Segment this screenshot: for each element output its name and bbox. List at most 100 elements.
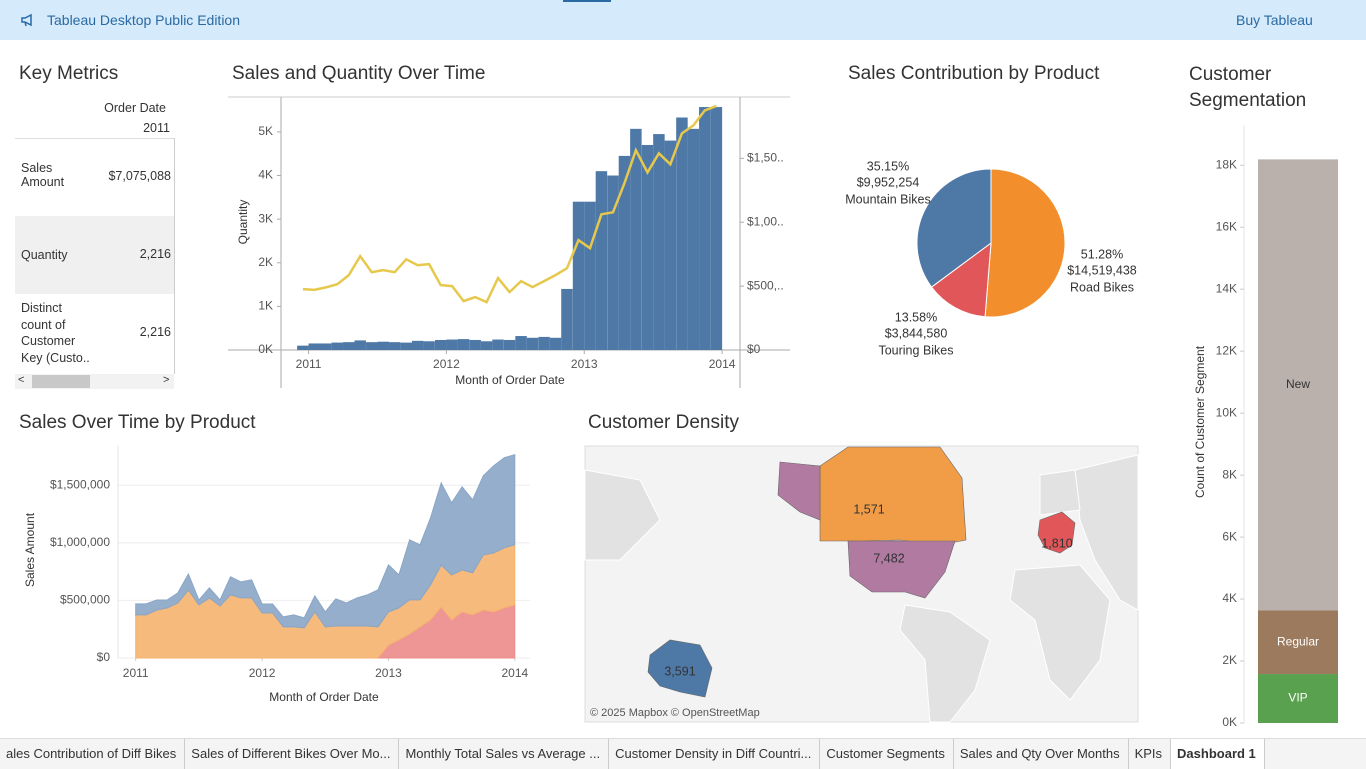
chart-title: Sales Over Time by Product xyxy=(19,412,256,433)
y-tick-label: 10K xyxy=(1216,405,1237,419)
y-axis-title: Quantity xyxy=(236,200,250,245)
quantity-bar xyxy=(480,341,493,350)
x-axis-title: Month of Order Date xyxy=(269,690,379,704)
quantity-bar xyxy=(297,345,309,350)
chart-title: Sales and Quantity Over Time xyxy=(232,63,485,84)
scrollbar[interactable]: < > xyxy=(15,374,174,389)
sheet-tab[interactable]: Sales of Different Bikes Over Mo... xyxy=(185,739,400,769)
y-tick-label: 6K xyxy=(1222,529,1237,543)
slice-sales: $3,844,580 xyxy=(885,326,948,340)
slice-percent: 35.15% xyxy=(867,159,909,173)
x-tick-label: 2012 xyxy=(249,666,276,680)
x-axis-title: Month of Order Date xyxy=(455,373,565,387)
sales-line xyxy=(302,104,717,304)
quantity-bar xyxy=(526,337,539,350)
quantity-bar xyxy=(515,336,527,350)
map-attribution: © 2025 Mapbox © OpenStreetMap xyxy=(590,707,760,719)
row-label: Sales Amount xyxy=(21,161,65,189)
chart-title: Sales Contribution by Product xyxy=(848,63,1100,84)
quantity-bar xyxy=(354,340,366,350)
pie-slice xyxy=(916,168,992,288)
slice-percent: 51.28% xyxy=(1081,247,1123,261)
pie-slice xyxy=(930,241,992,318)
slice-name: Road Bikes xyxy=(1070,280,1134,294)
sheet-tab[interactable]: KPIs xyxy=(1129,739,1172,769)
quantity-bar xyxy=(320,343,332,350)
y-tick-label: 4K xyxy=(1222,591,1237,605)
country-region xyxy=(1037,511,1076,554)
quantity-bar xyxy=(411,340,424,350)
y-tick-label: 16K xyxy=(1216,219,1237,233)
slice-name: Mountain Bikes xyxy=(845,192,930,206)
y-tick-label: $0 xyxy=(97,650,111,664)
column-header: Order Date xyxy=(104,101,166,115)
density-label: 1,571 xyxy=(853,502,884,516)
y-tick-label: 18K xyxy=(1216,157,1237,171)
product-area xyxy=(135,454,516,629)
table-box xyxy=(15,138,175,374)
quantity-bar xyxy=(446,339,458,350)
quantity-bar xyxy=(457,339,470,350)
slice-percent: 13.58% xyxy=(895,310,937,324)
quantity-bar xyxy=(538,336,550,350)
slice-name: Touring Bikes xyxy=(878,343,953,357)
sheet-tab[interactable]: Monthly Total Sales vs Average ... xyxy=(399,739,610,769)
density-label: 1,810 xyxy=(1041,536,1072,550)
density-label: 3,591 xyxy=(664,664,695,678)
quantity-bar xyxy=(503,339,516,350)
quantity-bar xyxy=(618,155,631,350)
quantity-bar xyxy=(377,341,389,350)
pie-slice xyxy=(984,168,1066,318)
quantity-bar xyxy=(676,117,688,350)
row-band xyxy=(15,216,174,294)
x-tick-label: 2014 xyxy=(709,357,736,371)
key-metrics-title: Key Metrics xyxy=(19,63,119,84)
x-tick-label: 2011 xyxy=(123,666,149,680)
buy-link[interactable]: Buy Tableau xyxy=(1236,12,1313,28)
y-tick-label: 4K xyxy=(258,168,273,182)
y-tick-label: 8K xyxy=(1222,467,1237,481)
x-tick-label: 2013 xyxy=(375,666,402,680)
tab-indicator xyxy=(563,0,611,2)
quantity-bar xyxy=(366,342,378,350)
quantity-bar xyxy=(710,107,723,350)
sheet-tab[interactable]: Dashboard 1 xyxy=(1171,739,1265,769)
segment-bar xyxy=(1258,159,1338,611)
y-tick-label: $1,500,000 xyxy=(50,477,110,491)
quantity-bar xyxy=(653,134,665,350)
quantity-bar xyxy=(607,175,619,350)
y-tick-label: 5K xyxy=(258,124,273,138)
row-label: Quantity xyxy=(21,248,68,262)
quantity-bar xyxy=(308,343,321,350)
segment-bar xyxy=(1258,610,1338,675)
quantity-bar xyxy=(561,288,573,350)
y-tick-label: 3K xyxy=(258,211,273,225)
y-tick-label: 2K xyxy=(1222,653,1237,667)
segment-bar xyxy=(1258,674,1338,723)
sheet-tab[interactable]: ales Contribution of Diff Bikes xyxy=(0,739,186,769)
y2-tick-label: $1,00.. xyxy=(747,214,784,228)
y-axis-title: Sales Amount xyxy=(23,512,37,587)
segment-label: VIP xyxy=(1288,691,1307,705)
row-value: $7,075,088 xyxy=(108,169,171,183)
sheet-tab[interactable]: Sales and Qty Over Months xyxy=(954,739,1129,769)
quantity-bar xyxy=(423,341,435,350)
sheet-tab[interactable]: Customer Segments xyxy=(820,739,954,769)
y-tick-label: $1,000,000 xyxy=(50,535,110,549)
quantity-bar xyxy=(388,342,401,350)
y-tick-label: 14K xyxy=(1216,281,1237,295)
quantity-bar xyxy=(641,144,654,350)
y2-tick-label: $500,.. xyxy=(747,278,784,292)
quantity-bar xyxy=(664,140,677,350)
quantity-bar xyxy=(699,107,711,350)
y2-tick-label: $0 xyxy=(747,342,761,356)
quantity-bar xyxy=(584,201,596,350)
x-tick-label: 2012 xyxy=(433,357,460,371)
quantity-bar xyxy=(400,342,412,350)
y-tick-label: 0K xyxy=(258,342,273,356)
sheet-tab[interactable]: Customer Density in Diff Countri... xyxy=(609,739,821,769)
charts: Sales and Quantity Over Time 0K 1K 2K 3K 4K 5K… xyxy=(19,63,1338,729)
app-title: Tableau Desktop Public Edition xyxy=(47,12,241,28)
sheet-tabs: ales Contribution of Diff Bikes Sales of … xyxy=(0,738,1366,769)
